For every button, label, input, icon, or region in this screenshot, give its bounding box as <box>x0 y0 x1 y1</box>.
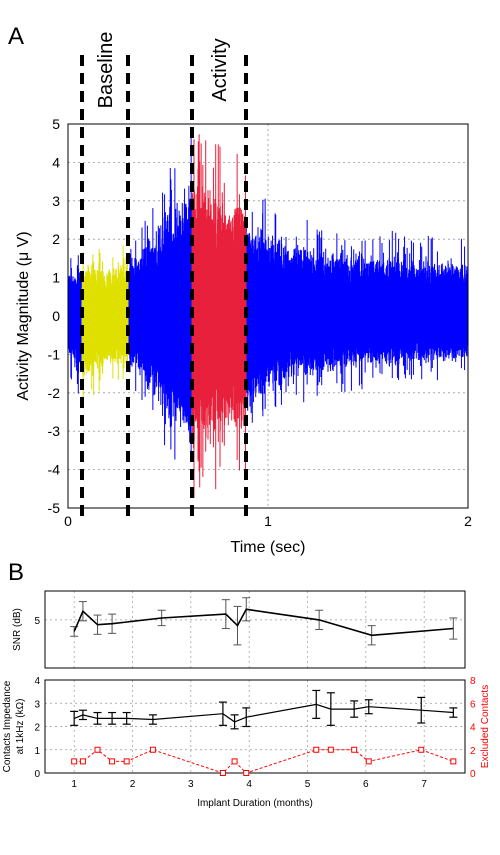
impedance-x-tick-label: 7 <box>421 779 427 790</box>
excluded-contacts-marker <box>351 746 358 753</box>
signal-trace-baseline <box>81 245 129 401</box>
impedance-y-tick-label: 2 <box>34 723 40 734</box>
excluded-y-tick-label: 2 <box>470 746 476 757</box>
impedance-y-ticks: 0 1 2 3 4 <box>34 676 40 780</box>
impedance-y-axis-label-line2: at 1kHz (kΩ) <box>15 699 26 755</box>
signal-y-tick-label: -2 <box>48 385 61 401</box>
signal-y-tick-label: 5 <box>52 116 60 132</box>
excluded-contacts-marker <box>365 758 372 765</box>
impedance-y-tick-label: 1 <box>34 746 40 757</box>
excluded-contacts-marker <box>418 746 425 753</box>
snr-plot-frame <box>44 590 466 669</box>
impedance-x-tick-label: 3 <box>188 779 194 790</box>
signal-y-tick-label: -4 <box>48 462 61 478</box>
snr-chart: 5 SNR (dB) <box>12 590 466 669</box>
signal-y-axis-label: Activity Magnitude (μ V) <box>15 231 32 400</box>
signal-y-tick-label: -3 <box>48 423 61 439</box>
excluded-contacts-line <box>74 749 454 774</box>
signal-plot-frame <box>67 123 469 509</box>
excluded-y-ticks: 0 2 4 6 8 <box>470 676 476 780</box>
snr-y-axis-label: SNR (dB) <box>12 608 23 651</box>
excluded-y-tick-label: 0 <box>470 769 476 780</box>
signal-y-tick-label: 0 <box>52 308 60 324</box>
signal-y-tick-label: 2 <box>52 231 60 247</box>
excluded-contacts-marker <box>327 746 334 753</box>
impedance-series <box>70 689 458 730</box>
impedance-x-tick-label: 2 <box>130 779 136 790</box>
signal-y-tick-label: -5 <box>48 500 61 516</box>
analysis-windows: Baseline Activity <box>80 32 248 522</box>
signal-y-tick-label: 1 <box>52 270 60 286</box>
snr-y-tick-label: 5 <box>34 616 40 627</box>
excluded-y-axis-label: Excluded Contacts <box>480 685 491 768</box>
excluded-contacts-marker <box>109 758 116 765</box>
signal-x-tick-label: 1 <box>264 513 272 529</box>
excluded-contacts-marker <box>450 758 457 765</box>
impedance-plot-frame <box>44 679 466 774</box>
excluded-contacts-marker <box>123 758 130 765</box>
signal-y-tick-label: 3 <box>52 193 60 209</box>
impedance-x-tick-label: 5 <box>305 779 311 790</box>
signal-x-axis-label: Time (sec) <box>231 539 306 556</box>
impedance-y-tick-label: 0 <box>34 769 40 780</box>
excluded-contacts-series <box>71 746 457 776</box>
impedance-x-tick-label: 1 <box>71 779 77 790</box>
window-label-activity: Activity <box>209 38 231 101</box>
impedance-x-tick-label: 4 <box>246 779 252 790</box>
window-label-baseline: Baseline <box>95 32 117 109</box>
snr-y-ticks: 5 <box>34 616 40 627</box>
excluded-contacts-marker <box>94 746 101 753</box>
panel-label-b: B <box>8 559 24 586</box>
signal-x-tick-label: 0 <box>64 513 72 529</box>
excluded-contacts-marker <box>231 758 238 765</box>
signal-x-tick-label: 2 <box>464 513 472 529</box>
impedance-y-axis-label-line1: Contacts Impedance <box>2 680 13 772</box>
snr-series <box>70 597 458 646</box>
excluded-contacts-marker <box>243 770 250 776</box>
excluded-y-tick-label: 4 <box>470 723 476 734</box>
signal-chart: -5 -4 -3 -2 -1 0 1 2 3 4 5 0 1 2 Baseline Activity Ti… <box>15 32 472 556</box>
panel-label-a: A <box>8 23 24 50</box>
excluded-contacts-marker <box>313 746 320 753</box>
snr-line <box>73 608 454 637</box>
excluded-y-tick-label: 6 <box>470 699 476 710</box>
snr-grid <box>45 591 465 668</box>
impedance-line <box>73 703 454 723</box>
impedance-x-ticks: 1 2 3 4 5 6 7 <box>71 779 427 790</box>
excluded-y-tick-label: 8 <box>470 676 476 687</box>
signal-y-ticks: -5 -4 -3 -2 -1 0 1 2 3 4 5 <box>48 116 61 516</box>
excluded-contacts-marker <box>79 758 86 765</box>
signal-y-tick-label: -1 <box>48 346 61 362</box>
excluded-contacts-marker <box>71 758 78 765</box>
impedance-x-tick-label: 6 <box>363 779 369 790</box>
implant-duration-x-axis-label: Implant Duration (months) <box>197 798 313 809</box>
impedance-y-tick-label: 3 <box>34 699 40 710</box>
impedance-grid <box>45 680 465 773</box>
signal-x-ticks: 0 1 2 <box>64 513 472 529</box>
impedance-y-tick-label: 4 <box>34 676 40 687</box>
excluded-contacts-marker <box>219 770 226 776</box>
impedance-chart: 0 1 2 3 4 0 2 4 6 8 1 2 3 4 5 6 7 Contacts Impedance a… <box>2 676 491 809</box>
excluded-contacts-marker <box>149 746 156 753</box>
signal-trace-activity <box>191 134 247 499</box>
signal-y-tick-label: 4 <box>52 154 60 170</box>
